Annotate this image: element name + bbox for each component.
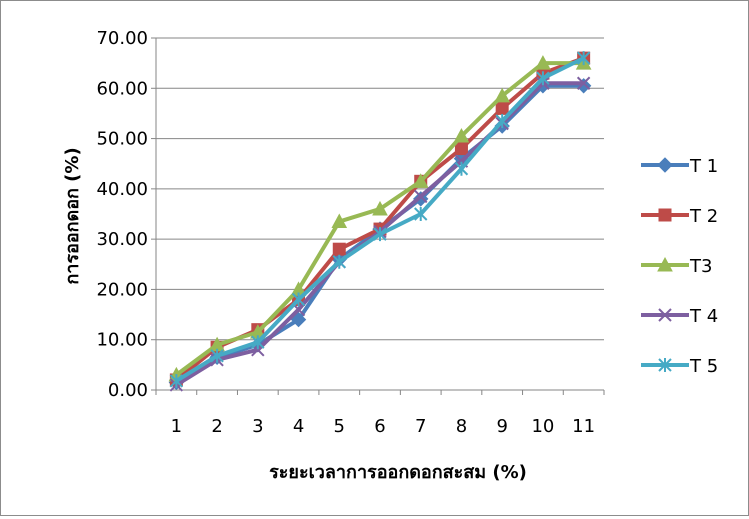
series-group (168, 51, 592, 392)
x-tick-label: 8 (456, 416, 467, 437)
legend-marker (658, 358, 672, 372)
y-tick-label: 60.00 (96, 78, 148, 99)
data-point (251, 335, 265, 350)
x-tick-label: 9 (496, 416, 507, 437)
legend-marker (658, 208, 672, 222)
x-tick-label: 5 (334, 416, 345, 437)
data-point (414, 189, 428, 204)
data-point (454, 161, 469, 176)
legend-label: T 2 (689, 206, 718, 227)
legend-marker (657, 157, 673, 173)
data-point (495, 113, 509, 128)
data-point (575, 78, 592, 94)
legend-entry: T 2 (641, 206, 718, 227)
series-5 (169, 51, 591, 388)
y-axis-title: การออกดอก (%) (62, 147, 83, 284)
y-tick-label: 10.00 (96, 330, 148, 351)
x-tick-label: 11 (572, 416, 595, 437)
x-axis-title: ระยะเวลาการออกดอกสะสม (%) (269, 462, 527, 483)
legend-marker (658, 308, 672, 322)
legend: T 1 T 2 T3 T 4 T 5 (641, 156, 718, 377)
data-point (494, 87, 511, 103)
data-point (412, 173, 429, 188)
y-tick-label: 20.00 (96, 279, 148, 300)
data-point (210, 348, 224, 363)
legend-label: T3 (689, 256, 712, 277)
data-point (576, 51, 591, 66)
data-point (290, 311, 307, 328)
data-point (454, 142, 468, 156)
legend-entry: T3 (641, 256, 712, 277)
legend-entry: T 1 (641, 156, 718, 177)
y-tick-label: 50.00 (96, 129, 148, 150)
data-point (169, 373, 184, 388)
data-point (372, 200, 388, 216)
x-tick-label: 4 (293, 416, 304, 437)
legend-entry: T 5 (641, 356, 718, 377)
data-point (332, 242, 346, 256)
data-point (373, 227, 387, 242)
legend-label: T 4 (689, 306, 718, 327)
series-line (175, 61, 584, 377)
y-tick-label: 0.00 (108, 380, 148, 401)
data-point (332, 254, 346, 269)
data-point (535, 55, 551, 70)
legend-marker (657, 256, 673, 272)
data-point (331, 213, 348, 229)
series-3 (168, 55, 592, 382)
data-point (414, 207, 428, 221)
x-tick-label: 10 (531, 416, 554, 437)
x-tick-label: 2 (211, 416, 222, 437)
legend-entry: T 4 (641, 306, 718, 327)
data-point (453, 128, 470, 143)
y-tick-labels: 0.00 10.00 20.00 30.00 40.00 50.00 60.00 70.00 (96, 28, 148, 401)
x-tick-label: 1 (171, 416, 182, 437)
data-point (576, 76, 591, 90)
legend-label: T 5 (689, 356, 718, 377)
y-tick-label: 70.00 (96, 28, 148, 49)
data-point (291, 292, 306, 307)
data-point (536, 71, 550, 86)
legend-label: T 1 (689, 156, 718, 177)
x-tick-label: 7 (415, 416, 426, 437)
x-tick-label: 6 (374, 416, 385, 437)
y-tick-label: 40.00 (96, 179, 148, 200)
x-tick-label: 3 (252, 416, 263, 437)
data-point (495, 101, 509, 115)
y-tick-label: 30.00 (96, 229, 148, 250)
x-tick-labels: 1 2 3 4 5 6 7 8 9 10 11 (171, 416, 595, 437)
axes (151, 37, 605, 395)
